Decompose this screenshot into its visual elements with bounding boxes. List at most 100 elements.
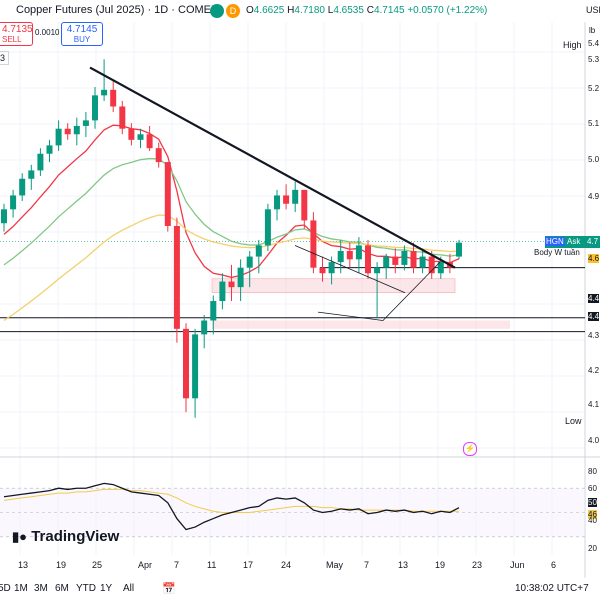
- calendar-icon[interactable]: 📅: [162, 583, 176, 595]
- buy-price: 4.7145: [66, 24, 98, 35]
- candle-body: [365, 245, 371, 274]
- candle-body: [10, 195, 17, 210]
- timeframe-ytd[interactable]: YTD: [76, 583, 96, 594]
- unit-label: lb: [589, 26, 596, 35]
- rsi-tick-label: 20: [588, 544, 597, 553]
- ask-value: 4.7: [587, 237, 599, 246]
- sell-label: SELL: [2, 35, 22, 44]
- price-tick-label: 4.2: [588, 366, 600, 375]
- price-tick-label: 5.4: [588, 39, 600, 48]
- candle-body: [283, 195, 290, 204]
- candle-body: [274, 195, 280, 210]
- candle-body: [128, 128, 135, 140]
- candle-body: [19, 178, 26, 196]
- timeframe-5d[interactable]: 5D: [0, 583, 11, 594]
- candle-body: [201, 320, 208, 335]
- candle-body: [246, 256, 253, 268]
- candle-body: [337, 251, 344, 263]
- trendlines: [89, 66, 456, 321]
- rsi-tick-label: 60: [588, 484, 597, 493]
- timeframe-1y[interactable]: 1Y: [100, 583, 113, 594]
- downtrend-line: [89, 66, 456, 269]
- low-value: 4.6535: [333, 5, 364, 16]
- candle-body: [173, 225, 180, 329]
- time-tick-label: Jun: [510, 560, 525, 570]
- spread-value: 0.0010: [35, 28, 60, 37]
- time-tick-label: 19: [435, 560, 446, 570]
- chart-header: Copper Futures (Jul 2025) · 1D · COMEX ●…: [0, 0, 600, 22]
- candle-body: [419, 256, 426, 268]
- currency-label[interactable]: USD: [586, 5, 600, 15]
- candle-body: [219, 281, 226, 302]
- candle-body: [456, 242, 462, 257]
- time-tick-label: 13: [18, 560, 29, 570]
- buy-label: BUY: [73, 35, 91, 44]
- price-tag: HGN Ask 4.7: [545, 236, 600, 248]
- candle-body: [328, 262, 335, 274]
- clock: 10:38:02 UTC+7: [515, 583, 589, 594]
- time-tick-label: 13: [398, 560, 409, 570]
- time-tick-label: 25: [92, 560, 103, 570]
- candle-body: [46, 145, 53, 154]
- time-tick-label: 24: [281, 560, 292, 570]
- timeframe-all[interactable]: All: [123, 583, 135, 594]
- wedge-line-lower: [317, 261, 441, 321]
- timeframe-6m[interactable]: 6M: [55, 583, 69, 594]
- sell-price: 4.7135: [2, 24, 33, 35]
- time-tick-label: Apr: [138, 560, 153, 570]
- ema-yellow: [3, 214, 460, 322]
- ema-red: [3, 124, 460, 279]
- high-marker-label: High: [563, 40, 582, 50]
- candle-body: [164, 162, 171, 226]
- price-tick-label: 4.3: [588, 331, 600, 340]
- support-zones: [0, 241, 585, 333]
- bottom-toolbar: 5D 1M 3M 6M YTD 1Y All 📅 10:38:02 UTC+7: [0, 578, 600, 600]
- candle-body: [401, 251, 408, 265]
- delayed-data-icon[interactable]: D: [226, 4, 240, 18]
- price-tick-label: 5.0: [588, 155, 600, 164]
- wedge-line-upper: [294, 245, 406, 294]
- timeframe-3m[interactable]: 3M: [34, 583, 48, 594]
- time-tick-label: 6: [551, 560, 557, 570]
- high-value: 4.7180: [294, 5, 325, 16]
- rsi-line: [3, 482, 460, 531]
- price-tick-label: 5.1: [588, 119, 600, 128]
- candle-body: [301, 189, 308, 221]
- candle-body: [228, 281, 235, 288]
- rsi-pane: [0, 482, 585, 538]
- candle-body: [192, 334, 199, 399]
- volume-badge[interactable]: 3: [0, 51, 9, 65]
- chart-grid: [0, 22, 600, 578]
- rsi-tick-label: 80: [588, 467, 597, 476]
- symbol-title[interactable]: Copper Futures (Jul 2025) · 1D · COMEX: [16, 4, 219, 16]
- price-tick-label: 4.0: [588, 436, 600, 445]
- price-tick-label: 4.4: [588, 294, 600, 303]
- candle-body: [110, 89, 117, 107]
- candle-body: [119, 106, 126, 129]
- zone-lower: [212, 320, 510, 329]
- rsi-tick-label: 46: [588, 510, 597, 519]
- ema-green: [3, 157, 460, 266]
- timeframe-1m[interactable]: 1M: [14, 583, 28, 594]
- candle-body: [437, 262, 444, 274]
- price-tick-label: 4.6: [588, 254, 600, 263]
- sell-button[interactable]: 4.7135 SELL: [0, 22, 33, 46]
- buy-button[interactable]: 4.7145 BUY: [61, 22, 103, 46]
- candle-body: [155, 148, 162, 163]
- time-tick-label: 11: [207, 560, 217, 570]
- candle-body: [392, 256, 399, 265]
- symbol-tag: HGN: [545, 237, 565, 246]
- candle-body: [28, 170, 35, 179]
- candle-body: [355, 245, 362, 260]
- time-tick-label: 19: [56, 560, 67, 570]
- rsi-tick-label: 40: [588, 516, 597, 525]
- candle-body: [101, 89, 108, 96]
- time-tick-label: 7: [174, 560, 180, 570]
- low-marker-label: Low: [565, 416, 582, 426]
- candle-body: [319, 267, 326, 274]
- price-tick-label: 4.1: [588, 400, 600, 409]
- candle-body: [210, 301, 217, 321]
- alert-icon[interactable]: ⚡: [463, 442, 477, 456]
- time-tick-label: 17: [243, 560, 254, 570]
